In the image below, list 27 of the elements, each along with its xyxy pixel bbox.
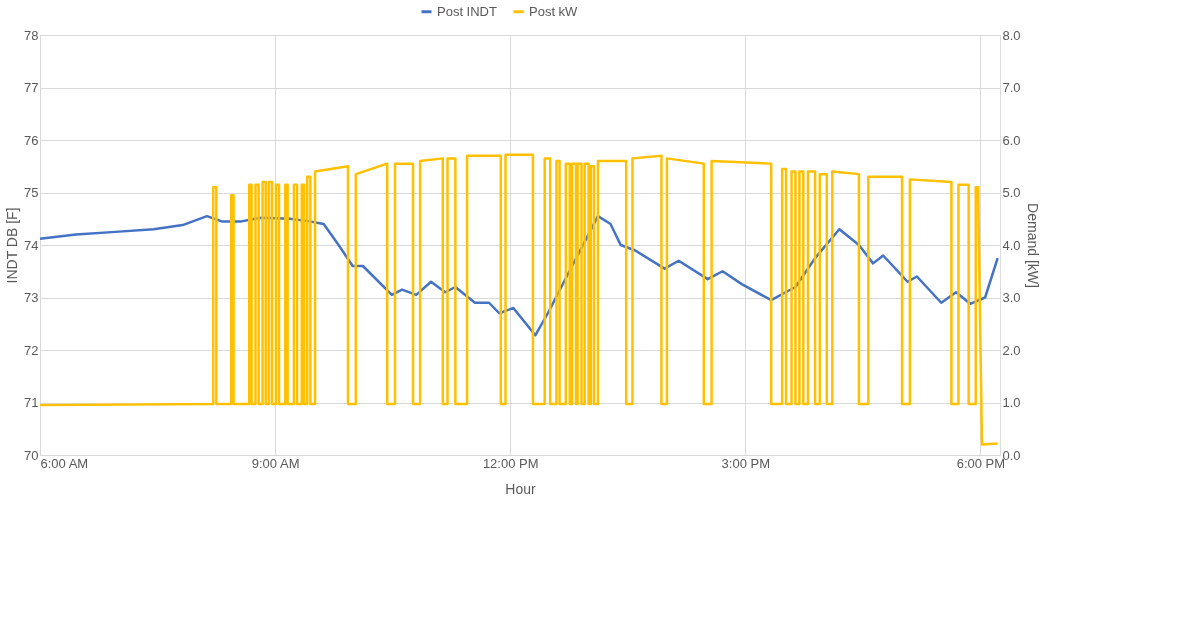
legend-label: Post kW: [529, 3, 579, 19]
y2-axis-title: Demand [kW]: [1024, 203, 1041, 288]
x-tick-label: 6:00 AM: [40, 455, 89, 471]
y2-tick-label: 1.0: [1002, 395, 1021, 410]
x-tick-label: 9:00 AM: [251, 455, 300, 471]
y2-tick-label: 8.0: [1002, 27, 1021, 43]
x-tick-label: 3:00 PM: [721, 455, 771, 471]
y-tick-label: 77: [24, 80, 39, 95]
y2-tick-label: 3.0: [1002, 290, 1021, 305]
y-tick-label: 71: [24, 395, 39, 410]
y-tick-label: 72: [24, 342, 39, 358]
legend-label: Post INDT: [437, 3, 498, 19]
y2-tick-label: 2.0: [1002, 342, 1021, 358]
y2-tick-label: 4.0: [1002, 237, 1021, 253]
y-tick-label: 73: [24, 290, 39, 305]
y-tick-label: 70: [24, 447, 39, 463]
y-tick-label: 78: [24, 27, 39, 43]
y2-tick-label: 5.0: [1002, 185, 1021, 200]
x-axis-title: Hour: [505, 480, 536, 497]
line-series: [38, 153, 999, 446]
y-tick-label: 74: [24, 237, 39, 253]
y2-tick-label: 6.0: [1002, 132, 1021, 148]
x-tick-label: 12:00 PM: [482, 455, 539, 471]
y2-tick-label: 7.0: [1002, 80, 1021, 95]
y-axis-title: INDT DB [F]: [4, 207, 21, 284]
y-tick-label: 75: [24, 185, 39, 200]
y-tick-label: 76: [24, 132, 39, 148]
